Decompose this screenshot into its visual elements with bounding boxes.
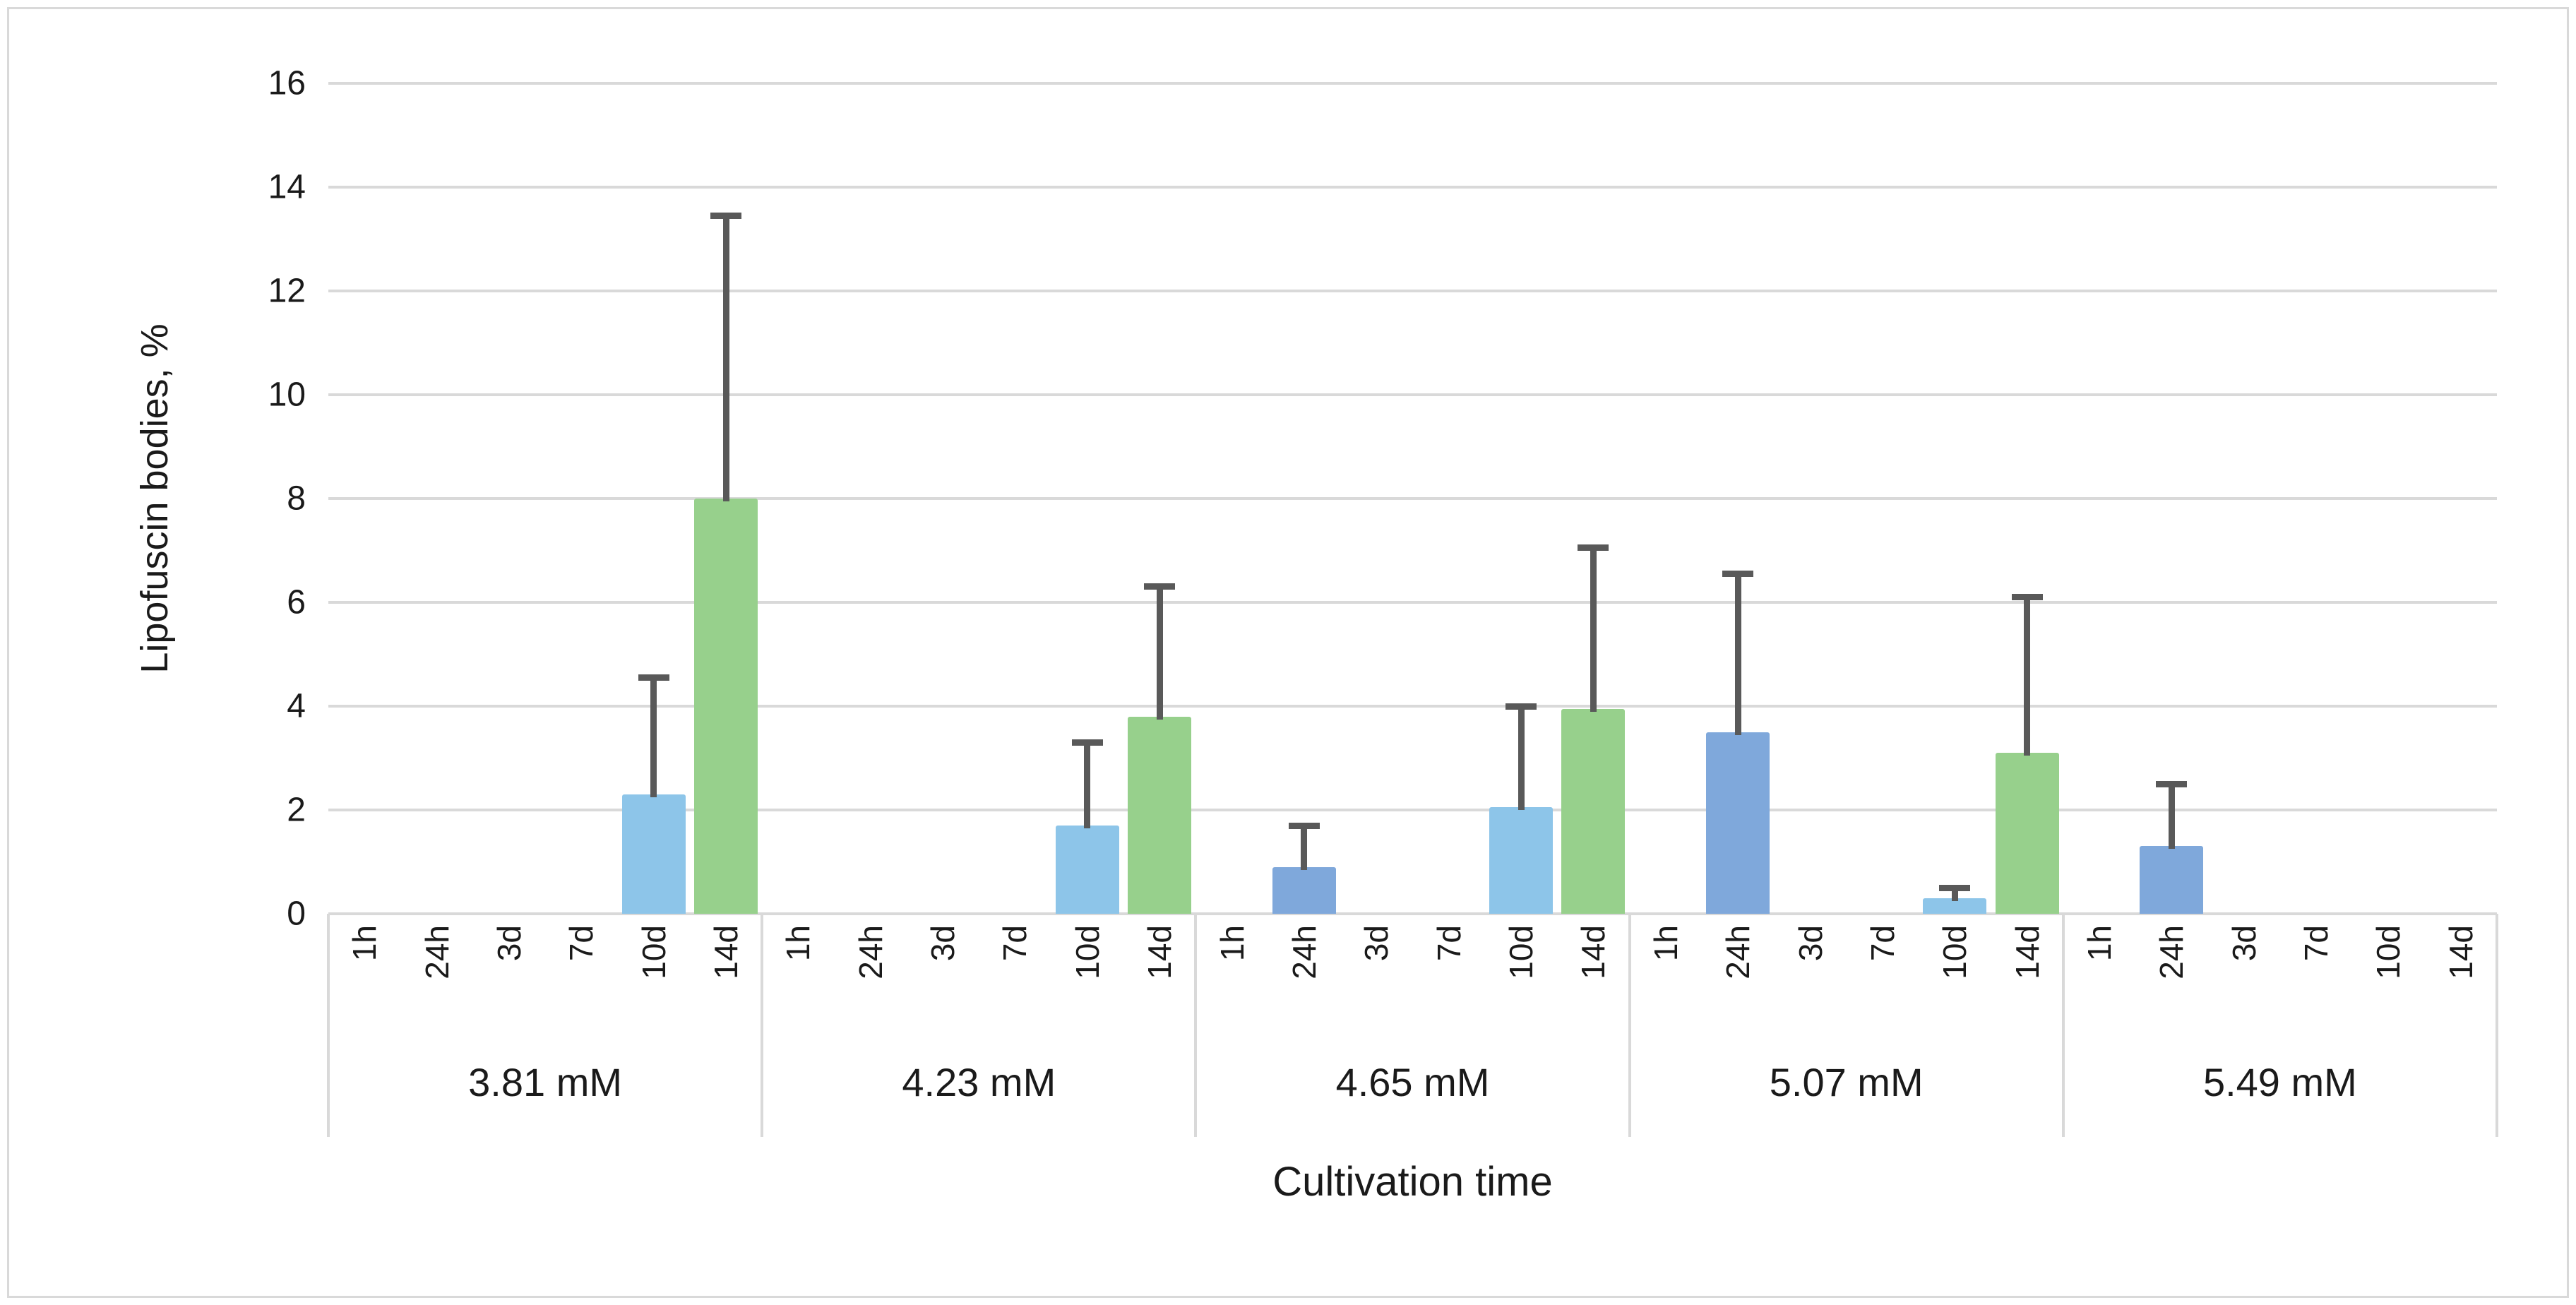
bar-4.23mM-10d bbox=[1055, 826, 1119, 914]
gridline-y-16 bbox=[328, 82, 2497, 85]
category-separator bbox=[2061, 914, 2065, 1137]
error-bar-stem bbox=[1951, 888, 1958, 901]
x-tick-label-5.07mM-24h: 24h bbox=[1719, 925, 1757, 979]
bar-4.65mM-14d bbox=[1561, 709, 1626, 914]
gridline-y-10 bbox=[328, 393, 2497, 396]
error-bar-stem bbox=[650, 677, 657, 797]
error-bar-stem bbox=[2024, 597, 2031, 756]
x-tick-label-5.49mM-7d: 7d bbox=[2298, 925, 2335, 962]
error-bar-stem bbox=[1156, 586, 1163, 720]
gridline-y-2 bbox=[328, 809, 2497, 811]
group-label-4.65mM: 4.65 mM bbox=[1335, 1060, 1490, 1104]
x-axis-group-label-row: 3.81 mM 4.23 mM 4.65 mM 5.07 mM 5.49 mM bbox=[328, 1032, 2497, 1137]
bar-4.23mM-14d bbox=[1128, 717, 1192, 914]
y-axis-tick-labels: 0 2 4 6 8 10 12 14 16 bbox=[228, 65, 306, 933]
y-tick-label-12: 12 bbox=[268, 272, 306, 310]
x-tick-label-5.07mM-14d: 14d bbox=[2008, 925, 2046, 979]
x-axis-tick-label-row: 1h 24h 3d 7d 10d 14d 1h 24h 3d 7d 10d 14d 1h 24h 3d 7d 1… bbox=[328, 914, 2497, 1032]
x-tick-label-5.49mM-10d: 10d bbox=[2370, 925, 2407, 979]
error-bar-stem bbox=[1590, 547, 1597, 712]
x-tick-label-5.07mM-7d: 7d bbox=[1864, 925, 1901, 962]
bar-5.07mM-24h bbox=[1706, 732, 1770, 914]
bar-4.65mM-10d bbox=[1489, 807, 1554, 914]
x-tick-label-5.49mM-24h: 24h bbox=[2153, 925, 2190, 979]
x-tick-label-5.07mM-10d: 10d bbox=[1936, 925, 1974, 979]
category-separator bbox=[1194, 914, 1198, 1137]
x-tick-label-4.23mM-1h: 1h bbox=[780, 925, 817, 962]
x-tick-label-3.81mM-3d: 3d bbox=[490, 925, 527, 962]
x-tick-label-4.23mM-7d: 7d bbox=[996, 925, 1034, 962]
gridline-y-6 bbox=[328, 601, 2497, 604]
x-axis-title: Cultivation time bbox=[1272, 1159, 1553, 1205]
x-tick-label-3.81mM-24h: 24h bbox=[418, 925, 455, 979]
x-tick-label-3.81mM-10d: 10d bbox=[635, 925, 672, 979]
x-tick-label-5.07mM-3d: 3d bbox=[1791, 925, 1829, 962]
error-bar-stem bbox=[2168, 784, 2175, 849]
error-bar-stem bbox=[1084, 742, 1091, 828]
bar-5.07mM-10d bbox=[1923, 898, 1987, 914]
error-bar-cap bbox=[1722, 571, 1754, 578]
x-tick-label-4.23mM-10d: 10d bbox=[1068, 925, 1106, 979]
error-bar-cap bbox=[1288, 822, 1320, 829]
bar-4.65mM-24h bbox=[1272, 867, 1336, 914]
error-bar-cap bbox=[1505, 703, 1537, 710]
error-bar-cap bbox=[2156, 780, 2188, 787]
bar-3.81mM-14d bbox=[694, 499, 758, 914]
group-label-5.49mM: 5.49 mM bbox=[2202, 1060, 2357, 1104]
error-bar-cap bbox=[1939, 884, 1971, 891]
x-tick-label-3.81mM-14d: 14d bbox=[708, 925, 745, 979]
x-tick-label-4.23mM-14d: 14d bbox=[1141, 925, 1179, 979]
y-tick-label-4: 4 bbox=[287, 687, 306, 725]
gridline-y-14 bbox=[328, 186, 2497, 189]
y-tick-label-10: 10 bbox=[268, 376, 306, 414]
gridline-y-8 bbox=[328, 497, 2497, 500]
error-bar-stem bbox=[1734, 573, 1741, 735]
plot-area bbox=[328, 82, 2497, 915]
group-label-5.07mM: 5.07 mM bbox=[1769, 1060, 1924, 1104]
error-bar-cap bbox=[2011, 594, 2043, 601]
chart-frame: Lipofuscin bodies, % 0 2 4 6 8 10 12 14 16 1h 24h… bbox=[7, 7, 2569, 1298]
x-tick-label-4.65mM-10d: 10d bbox=[1503, 925, 1540, 979]
error-bar-stem bbox=[722, 215, 729, 501]
x-tick-label-4.23mM-3d: 3d bbox=[924, 925, 962, 962]
gridline-y-4 bbox=[328, 705, 2497, 708]
y-axis-title: Lipofuscin bodies, % bbox=[133, 323, 176, 674]
y-tick-label-8: 8 bbox=[287, 479, 306, 518]
gridline-y-12 bbox=[328, 290, 2497, 292]
y-tick-label-14: 14 bbox=[268, 168, 306, 206]
x-tick-label-3.81mM-7d: 7d bbox=[563, 925, 600, 962]
error-bar-cap bbox=[710, 212, 742, 219]
x-tick-label-3.81mM-1h: 1h bbox=[346, 925, 383, 962]
group-label-4.23mM: 4.23 mM bbox=[902, 1060, 1056, 1104]
error-bar-stem bbox=[1301, 826, 1308, 870]
x-tick-label-5.49mM-3d: 3d bbox=[2225, 925, 2262, 962]
x-tick-label-4.65mM-3d: 3d bbox=[1358, 925, 1395, 962]
x-tick-label-4.65mM-24h: 24h bbox=[1285, 925, 1323, 979]
x-tick-label-4.65mM-1h: 1h bbox=[1213, 925, 1251, 962]
y-tick-label-16: 16 bbox=[268, 64, 306, 102]
bar-5.49mM-24h bbox=[2140, 846, 2204, 914]
x-tick-label-5.07mM-1h: 1h bbox=[1647, 925, 1684, 962]
x-tick-label-4.23mM-24h: 24h bbox=[852, 925, 889, 979]
error-bar-stem bbox=[1517, 706, 1525, 810]
category-separator bbox=[2496, 914, 2498, 1137]
x-tick-label-4.65mM-14d: 14d bbox=[1575, 925, 1612, 979]
group-label-3.81mM: 3.81 mM bbox=[468, 1060, 623, 1104]
error-bar-cap bbox=[1144, 583, 1176, 590]
category-separator bbox=[1628, 914, 1631, 1137]
gridline-y-0 bbox=[328, 912, 2497, 915]
bar-3.81mM-10d bbox=[621, 794, 686, 914]
x-tick-label-5.49mM-1h: 1h bbox=[2080, 925, 2118, 962]
x-tick-label-5.49mM-14d: 14d bbox=[2442, 925, 2479, 979]
y-tick-label-0: 0 bbox=[287, 895, 306, 933]
category-separator bbox=[327, 914, 330, 1137]
error-bar-cap bbox=[1578, 544, 1609, 552]
y-tick-label-2: 2 bbox=[287, 791, 306, 829]
category-separator bbox=[761, 914, 764, 1137]
error-bar-cap bbox=[638, 674, 669, 681]
error-bar-cap bbox=[1071, 739, 1103, 746]
x-tick-label-4.65mM-7d: 7d bbox=[1430, 925, 1467, 962]
bar-5.07mM-14d bbox=[1995, 753, 2059, 914]
y-tick-label-6: 6 bbox=[287, 583, 306, 621]
